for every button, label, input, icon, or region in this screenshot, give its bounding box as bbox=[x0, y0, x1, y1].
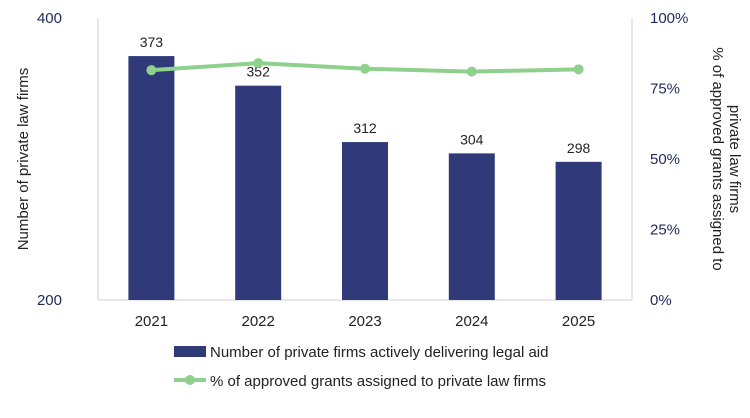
right-tick-25: 25% bbox=[650, 222, 680, 239]
right-tick-75: 75% bbox=[650, 81, 680, 98]
right-axis-title-line-2: private law firms bbox=[726, 105, 743, 213]
right-tick-100: 100% bbox=[650, 10, 688, 27]
x-tick-2024: 2024 bbox=[455, 313, 488, 330]
x-tick-2022: 2022 bbox=[242, 313, 275, 330]
bar-2022 bbox=[235, 85, 282, 301]
legend-bar-label: Number of private firms actively deliver… bbox=[210, 344, 548, 361]
legend: Number of private firms actively deliver… bbox=[174, 344, 548, 390]
bar-2025 bbox=[555, 161, 602, 300]
right-tick-labels: 100% 75% 50% 25% 0% bbox=[650, 10, 688, 309]
bar-series bbox=[128, 56, 602, 301]
line-point-2025 bbox=[573, 64, 584, 75]
line-point-2023 bbox=[360, 63, 370, 74]
legend-line-label: % of approved grants assigned to private… bbox=[210, 373, 546, 390]
x-tick-labels: 2021 2022 2023 2024 2025 bbox=[135, 313, 596, 330]
line-point-2021 bbox=[146, 65, 157, 76]
x-tick-2025: 2025 bbox=[562, 313, 595, 330]
line-point-2022 bbox=[253, 58, 264, 69]
bar-label-2022: 352 bbox=[247, 64, 271, 80]
legend-line-marker bbox=[185, 375, 195, 385]
right-axis-title-line-1: % of approved grants assigned to bbox=[709, 47, 726, 270]
left-axis-title: Number of private law firms bbox=[15, 68, 32, 251]
x-tick-2023: 2023 bbox=[348, 313, 381, 330]
bar-2023 bbox=[342, 142, 388, 300]
left-tick-400: 400 bbox=[37, 10, 62, 27]
bar-data-labels: 373 352 312 304 298 bbox=[140, 34, 591, 156]
bar-label-2023: 312 bbox=[353, 120, 377, 136]
right-tick-50: 50% bbox=[650, 151, 680, 168]
bar-label-2021: 373 bbox=[140, 34, 164, 50]
bar-2021 bbox=[128, 56, 175, 300]
line-series bbox=[146, 58, 584, 77]
x-tick-2021: 2021 bbox=[135, 313, 168, 330]
left-tick-labels: 400 200 bbox=[37, 10, 62, 309]
legend-bar-swatch bbox=[174, 346, 206, 357]
left-tick-200: 200 bbox=[37, 292, 62, 309]
bar-2024 bbox=[448, 153, 495, 300]
bar-label-2024: 304 bbox=[460, 131, 484, 147]
right-tick-0: 0% bbox=[650, 292, 672, 309]
line-point-2024 bbox=[466, 66, 477, 77]
bar-label-2025: 298 bbox=[567, 140, 591, 156]
